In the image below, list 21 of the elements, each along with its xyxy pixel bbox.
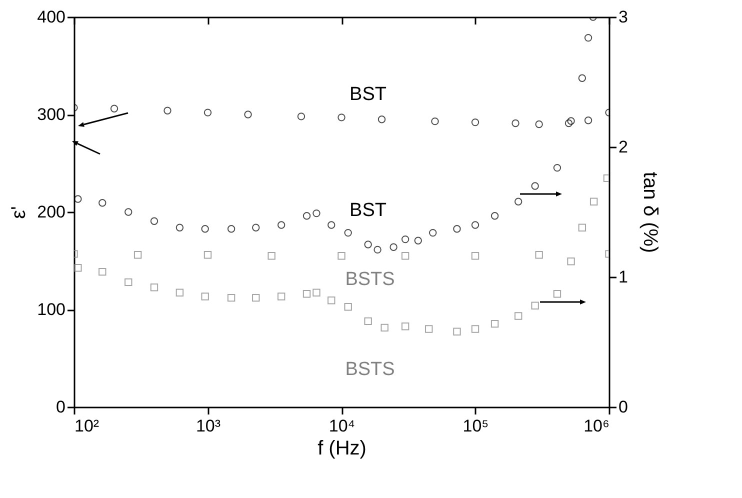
- x-tick-label: 10⁶: [584, 416, 610, 436]
- y-tick-label: 100: [37, 300, 66, 319]
- x-tick-label: 10³: [196, 416, 221, 436]
- annotation: BSTS: [345, 359, 395, 380]
- y2-axis-title: tan δ (%): [638, 172, 661, 254]
- y2-tick-label: 0: [618, 398, 628, 416]
- x-tick-label: 10⁵: [462, 416, 489, 436]
- x-axis-title: f (Hz): [318, 438, 366, 460]
- annotation: BST: [350, 200, 387, 221]
- y-axis-title: ε': [8, 206, 30, 219]
- y2-tick-label: 1: [618, 268, 628, 286]
- x-tick-label: 10²: [74, 416, 100, 436]
- y-tick-label: 200: [37, 202, 66, 222]
- x-tick-label: 10⁴: [328, 416, 356, 436]
- y2-tick-label: 3: [618, 8, 628, 26]
- annotation: BSTS: [345, 269, 395, 290]
- y-tick-label: 400: [37, 8, 66, 26]
- annotation: BST: [350, 84, 387, 105]
- y-tick-label: 300: [37, 105, 66, 124]
- y-tick-label: 0: [56, 398, 66, 416]
- y2-tick-label: 2: [618, 138, 628, 156]
